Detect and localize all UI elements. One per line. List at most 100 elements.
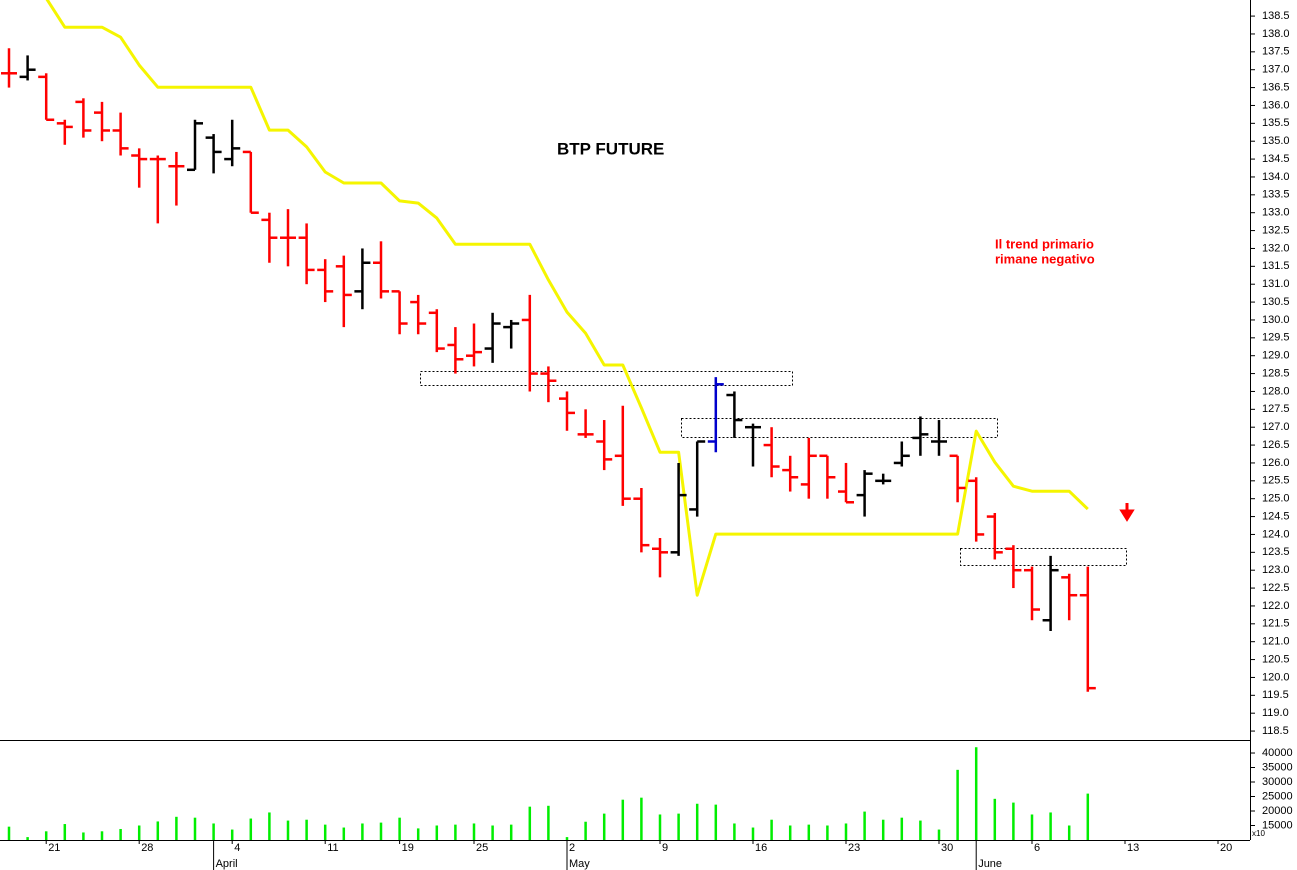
volume-bar — [602, 813, 606, 840]
volume-bar — [919, 820, 922, 840]
y-tick-label: 133.0 — [1262, 207, 1290, 219]
x-tick-label: 4 — [234, 842, 240, 854]
y-tick-label: 135.0 — [1262, 135, 1290, 147]
y-tick-label: 126.0 — [1262, 457, 1290, 469]
y-tick-label: 137.0 — [1262, 64, 1290, 76]
y-tick-label: 123.0 — [1262, 564, 1290, 576]
x-tick-label: 16 — [755, 842, 767, 854]
volume-bar — [993, 798, 997, 840]
y-tick-label: 135.5 — [1262, 117, 1290, 129]
volume-bar — [63, 824, 67, 840]
x-tick-label: 23 — [848, 842, 860, 854]
volume-bar — [1049, 812, 1052, 840]
y-tick-label: 25000 — [1262, 790, 1293, 802]
month-label: May — [569, 858, 590, 870]
y-tick-label: 119.0 — [1262, 707, 1289, 719]
chart-title: BTP FUTURE — [557, 139, 664, 158]
y-tick-label: 134.0 — [1262, 171, 1290, 183]
volume-bar — [454, 824, 457, 840]
frame — [0, 0, 1251, 841]
y-tick-label: 130.5 — [1262, 296, 1290, 308]
volume-bar — [863, 811, 866, 840]
volume-bar — [677, 813, 680, 840]
volume-bar — [7, 826, 11, 840]
volume-bar — [788, 825, 792, 840]
volume-bar — [416, 828, 420, 840]
volume-bar — [807, 824, 811, 840]
annotation: Il trend primario — [995, 236, 1094, 251]
x-tick-label: 9 — [662, 842, 668, 854]
x-tick-label: 21 — [48, 842, 60, 854]
down-arrow — [1119, 503, 1135, 522]
y-tick-label: 35000 — [1262, 761, 1293, 773]
plot — [1, 0, 1096, 692]
volume-bar — [100, 831, 104, 840]
volume-bar — [770, 819, 773, 840]
y-tick-label: 132.0 — [1262, 242, 1290, 254]
volume-bar — [435, 825, 439, 840]
volume-bar — [193, 817, 197, 840]
y-tick-label: 118.5 — [1262, 725, 1289, 737]
y-tick-label: 120.0 — [1262, 671, 1290, 683]
volume-bar — [695, 803, 699, 840]
x-tick-label: 6 — [1034, 842, 1040, 854]
volume-bar — [249, 818, 253, 840]
volume-bar — [937, 829, 941, 840]
y-tick-label: 130.0 — [1262, 314, 1290, 326]
y-tick-label: 122.0 — [1262, 600, 1290, 612]
y-tick-label: 121.0 — [1262, 636, 1290, 648]
volume-bar — [528, 806, 532, 840]
volume-bar — [286, 820, 290, 840]
x-tick-label: 20 — [1220, 842, 1232, 854]
volume-bar — [900, 817, 904, 840]
volume-bar — [640, 797, 643, 840]
volume-bar — [565, 837, 569, 840]
resistance-box — [420, 371, 793, 386]
volume-bar — [881, 819, 885, 840]
y-tick-label: 134.5 — [1262, 153, 1290, 165]
volume-unit: x10 — [1252, 829, 1265, 838]
volume-bar — [751, 827, 755, 840]
y-tick-label: 137.5 — [1262, 46, 1290, 58]
y-tick-label: 136.0 — [1262, 99, 1290, 111]
y-tick-label: 129.0 — [1262, 350, 1290, 362]
y-tick-label: 136.5 — [1262, 81, 1290, 93]
y-tick-label: 125.5 — [1262, 475, 1290, 487]
volume-bar — [974, 747, 978, 840]
x-tick-label: 2 — [569, 842, 575, 854]
y-tick-label: 138.5 — [1262, 10, 1290, 22]
volume-bar — [1012, 802, 1015, 840]
y-tick-label: 120.5 — [1262, 653, 1290, 665]
volume-bar — [1086, 793, 1090, 840]
volume-bar — [175, 816, 178, 840]
volume-bar — [137, 825, 141, 840]
y-tick-label: 123.5 — [1262, 546, 1290, 558]
volume-bar — [323, 824, 327, 840]
volume-bar — [714, 804, 718, 840]
y-tick-label: 138.0 — [1262, 28, 1290, 40]
volume-bar — [119, 828, 122, 840]
y-tick-label: 127.0 — [1262, 421, 1290, 433]
annotation: rimane negativo — [995, 251, 1095, 266]
y-tick-label: 128.0 — [1262, 385, 1290, 397]
volume-bar — [361, 823, 364, 840]
support-box — [960, 548, 1127, 566]
volume-bar — [547, 805, 550, 840]
volume-bar — [82, 832, 85, 840]
volume-bar — [509, 824, 513, 840]
x-tick-label: 19 — [402, 842, 414, 854]
y-tick-label: 40000 — [1262, 747, 1293, 759]
volume-bar — [212, 823, 215, 840]
volume-bar — [491, 825, 494, 840]
y-tick-label: 15000 — [1262, 819, 1293, 831]
y-tick-label: 119.5 — [1262, 689, 1289, 701]
y-tick-label: 128.5 — [1262, 367, 1290, 379]
volume-bar — [956, 769, 959, 840]
volume-bar — [379, 822, 383, 840]
stop-line — [45, 0, 1089, 597]
volume-bar — [1030, 814, 1034, 840]
volume-bar — [268, 812, 271, 840]
y-tick-label: 133.5 — [1262, 189, 1290, 201]
y-tick-label: 20000 — [1262, 805, 1293, 817]
